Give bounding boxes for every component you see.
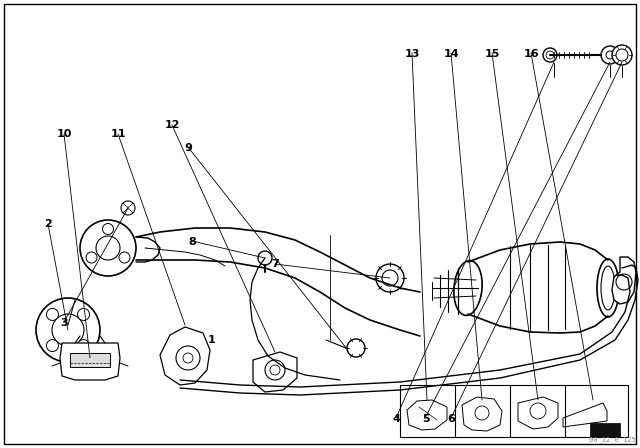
- Circle shape: [382, 270, 398, 286]
- Text: 8: 8: [188, 237, 196, 247]
- Bar: [590, 423, 620, 437]
- Circle shape: [77, 308, 90, 320]
- Circle shape: [119, 252, 130, 263]
- Text: 6: 6: [447, 414, 455, 424]
- Polygon shape: [518, 397, 558, 429]
- Text: 9: 9: [185, 143, 193, 153]
- Circle shape: [102, 224, 113, 234]
- Text: 12: 12: [165, 121, 180, 130]
- Circle shape: [612, 45, 632, 65]
- Text: 5: 5: [422, 414, 429, 424]
- Polygon shape: [407, 400, 447, 430]
- Polygon shape: [462, 397, 502, 431]
- Polygon shape: [563, 403, 607, 427]
- Text: 14: 14: [444, 49, 459, 59]
- Circle shape: [265, 360, 285, 380]
- Circle shape: [258, 251, 272, 265]
- Circle shape: [616, 274, 632, 290]
- Text: 7: 7: [271, 259, 279, 269]
- Circle shape: [376, 264, 404, 292]
- Circle shape: [347, 339, 365, 357]
- Bar: [70, 353, 110, 367]
- Text: 4: 4: [393, 414, 401, 424]
- Ellipse shape: [454, 261, 482, 315]
- Circle shape: [543, 48, 557, 62]
- Text: 13: 13: [405, 49, 420, 59]
- Polygon shape: [160, 327, 210, 385]
- Text: 16: 16: [524, 49, 539, 59]
- Circle shape: [121, 201, 135, 215]
- Ellipse shape: [597, 259, 619, 317]
- Circle shape: [86, 252, 97, 263]
- Text: 15: 15: [485, 49, 500, 59]
- Text: 10: 10: [56, 129, 72, 139]
- Circle shape: [601, 46, 619, 64]
- Circle shape: [36, 298, 100, 362]
- Circle shape: [47, 340, 58, 352]
- Text: 1: 1: [207, 336, 215, 345]
- Bar: [400, 385, 628, 437]
- Text: 00 12 0 125: 00 12 0 125: [589, 437, 636, 443]
- Circle shape: [80, 220, 136, 276]
- Polygon shape: [253, 352, 297, 392]
- Circle shape: [47, 308, 58, 320]
- Text: 2: 2: [44, 219, 52, 229]
- Polygon shape: [60, 343, 120, 380]
- Polygon shape: [612, 257, 636, 304]
- Circle shape: [77, 340, 90, 352]
- Text: 11: 11: [111, 129, 126, 139]
- Text: 3: 3: [60, 318, 68, 327]
- Circle shape: [176, 346, 200, 370]
